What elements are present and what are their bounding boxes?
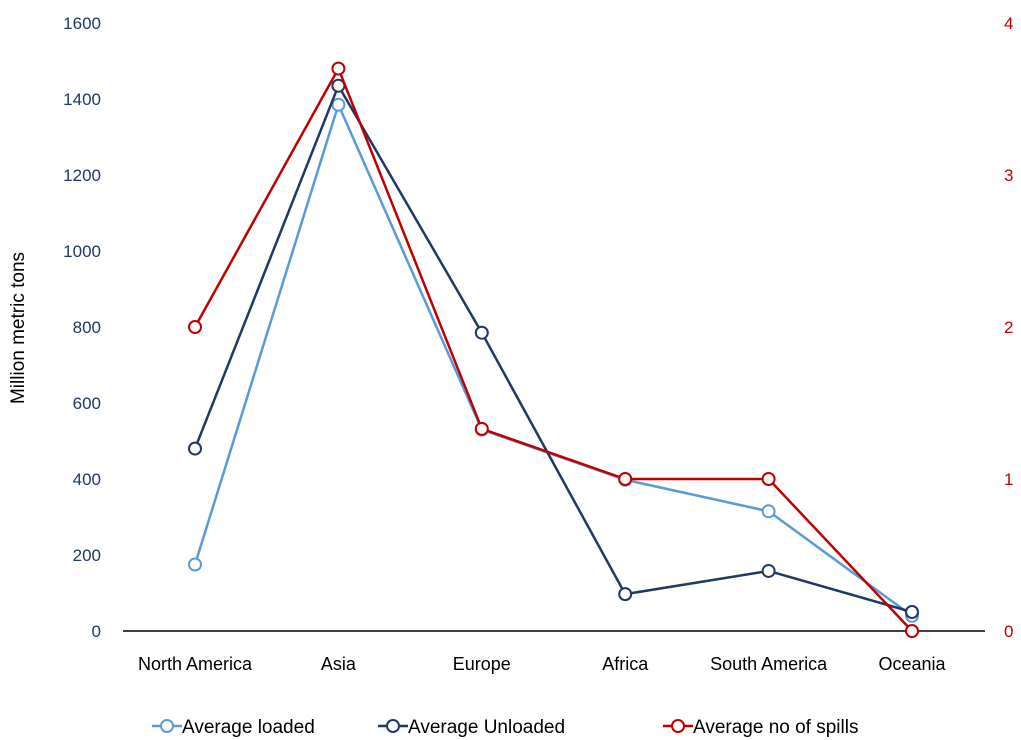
x-axis-tick-labels: North America Asia Europe Africa South Ameri… [138,654,947,674]
data-point [188,320,202,334]
left-tick-label: 1200 [63,166,101,185]
right-tick-label: 0 [1004,622,1013,641]
legend-label: Average loaded [182,717,315,738]
legend-marker [160,719,174,733]
left-tick-label: 1400 [63,90,101,109]
legend-item: Average no of spills [663,717,858,738]
legend-label: Average no of spills [693,717,858,738]
left-tick-label: 0 [92,622,101,641]
right-axis-tick-labels: 0 1 2 3 4 [1004,14,1013,641]
series-1 [188,78,919,619]
right-tick-label: 4 [1004,14,1013,33]
data-point [761,563,776,578]
left-tick-label: 800 [73,318,101,337]
data-point [618,587,633,602]
legend-marker [671,719,685,733]
left-tick-label: 200 [73,546,101,565]
series-layer [188,61,919,638]
right-tick-label: 1 [1004,470,1013,489]
data-point [761,504,776,519]
right-tick-label: 2 [1004,318,1013,337]
data-point [331,61,346,76]
x-tick-label: Asia [321,654,357,674]
left-axis-tick-labels: 0 200 400 600 800 1000 1200 1400 1600 [63,14,101,641]
data-point [188,557,202,572]
data-point [618,472,633,486]
data-point [761,472,776,486]
legend-marker [386,719,400,733]
series-0 [188,97,919,623]
y-axis-title: Million metric tons [8,252,29,404]
legend-label: Average Unloaded [408,717,565,738]
series-line [193,103,913,617]
left-tick-label: 1000 [63,242,101,261]
x-tick-label: Oceania [878,654,946,674]
data-point [905,624,919,638]
x-tick-label: North America [138,654,253,674]
series-line [193,84,913,614]
legend-item: Average Unloaded [378,717,565,738]
legend-item: Average loaded [152,717,315,738]
data-point [474,421,489,436]
data-point [905,605,919,619]
data-point [474,325,489,340]
left-tick-label: 1600 [63,14,101,33]
right-tick-label: 3 [1004,166,1013,185]
x-tick-label: South America [710,654,828,674]
left-tick-label: 400 [73,470,101,489]
x-tick-label: Europe [453,654,511,674]
series-2 [188,61,919,638]
legend: Average loaded Average Unloaded Average no… [152,717,858,738]
left-tick-label: 600 [73,394,101,413]
x-tick-label: Africa [602,654,649,674]
data-point [331,97,346,112]
data-point [188,441,202,456]
series-line [193,67,913,632]
